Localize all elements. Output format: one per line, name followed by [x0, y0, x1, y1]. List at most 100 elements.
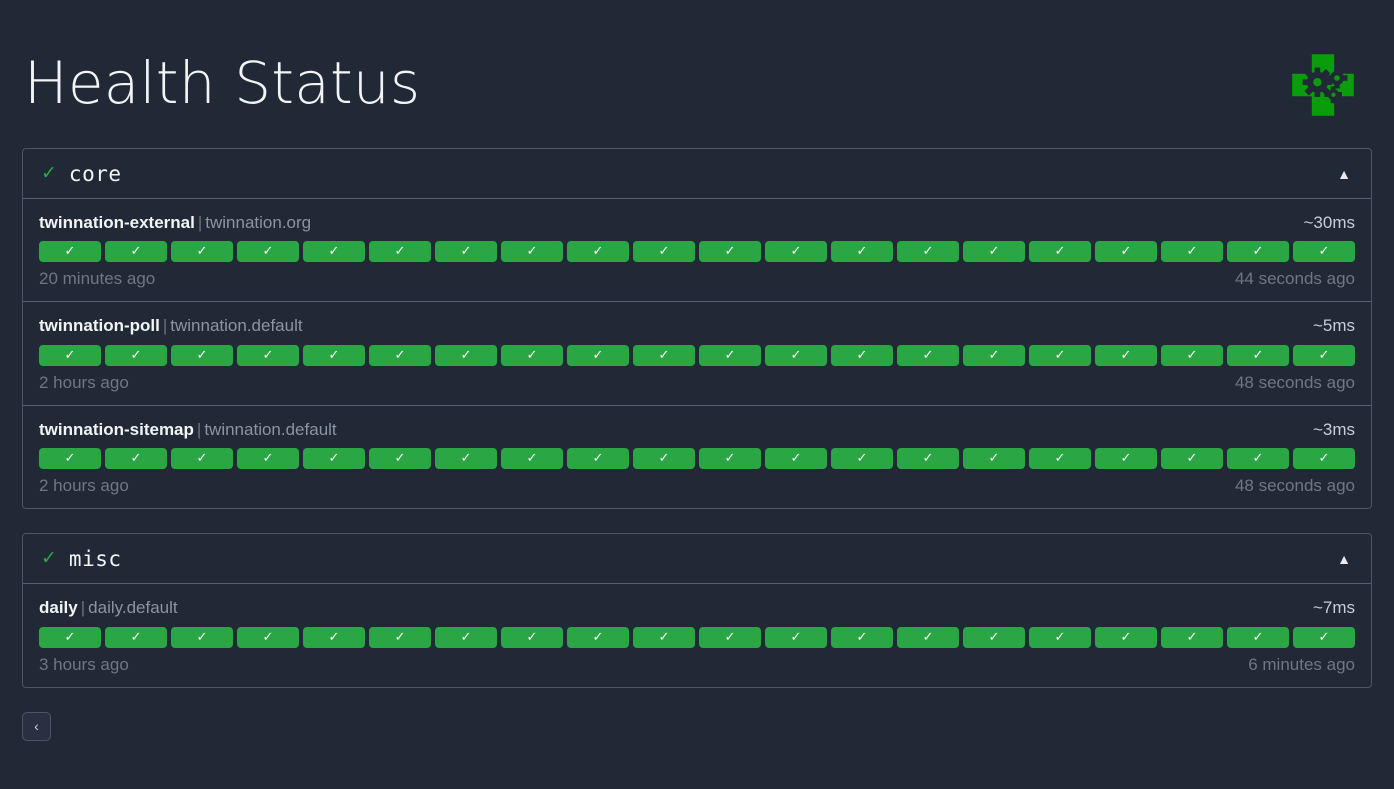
- status-bar[interactable]: ✓: [501, 448, 563, 470]
- status-bar[interactable]: ✓: [1293, 241, 1355, 263]
- status-bar[interactable]: ✓: [1293, 344, 1355, 366]
- status-bar[interactable]: ✓: [1161, 626, 1223, 648]
- group-status-check-icon: ✓: [41, 547, 57, 570]
- status-bar[interactable]: ✓: [501, 344, 563, 366]
- oldest-timestamp: 2 hours ago: [39, 476, 129, 496]
- newest-timestamp: 48 seconds ago: [1234, 476, 1355, 496]
- status-bar[interactable]: ✓: [1029, 626, 1091, 648]
- status-bar[interactable]: ✓: [171, 448, 233, 470]
- service-header: twinnation-external | twinnation.org ~30ms: [39, 213, 1355, 233]
- status-bar[interactable]: ✓: [435, 344, 497, 366]
- status-bar[interactable]: ✓: [567, 241, 629, 263]
- status-bar[interactable]: ✓: [765, 448, 827, 470]
- status-bar[interactable]: ✓: [699, 241, 761, 263]
- status-bar[interactable]: ✓: [1029, 241, 1091, 263]
- status-bar[interactable]: ✓: [303, 344, 365, 366]
- status-bar[interactable]: ✓: [765, 241, 827, 263]
- status-bar[interactable]: ✓: [237, 344, 299, 366]
- status-bar[interactable]: ✓: [897, 448, 959, 470]
- collapse-triangle-icon[interactable]: ▲: [1337, 165, 1351, 182]
- service-timestamps: 2 hours ago 48 seconds ago: [39, 476, 1355, 496]
- status-bar[interactable]: ✓: [435, 626, 497, 648]
- status-bar[interactable]: ✓: [39, 626, 101, 648]
- previous-page-button[interactable]: ‹: [22, 711, 51, 741]
- status-bar[interactable]: ✓: [963, 448, 1025, 470]
- status-bar[interactable]: ✓: [303, 448, 365, 470]
- service-group-name: twinnation.default: [170, 316, 303, 336]
- service-separator: |: [196, 419, 202, 439]
- status-bar[interactable]: ✓: [105, 344, 167, 366]
- status-bar[interactable]: ✓: [237, 626, 299, 648]
- status-bar[interactable]: ✓: [435, 241, 497, 263]
- status-bar[interactable]: ✓: [435, 448, 497, 470]
- status-bar[interactable]: ✓: [633, 344, 695, 366]
- status-bar[interactable]: ✓: [105, 626, 167, 648]
- status-bar[interactable]: ✓: [897, 626, 959, 648]
- status-bar[interactable]: ✓: [1029, 448, 1091, 470]
- status-bar[interactable]: ✓: [633, 448, 695, 470]
- status-bar-track: ✓ ✓ ✓ ✓ ✓ ✓ ✓ ✓ ✓ ✓ ✓ ✓ ✓ ✓ ✓ ✓ ✓ ✓ ✓ ✓: [39, 448, 1355, 470]
- status-bar[interactable]: ✓: [567, 448, 629, 470]
- newest-timestamp: 48 seconds ago: [1234, 372, 1355, 392]
- status-bar[interactable]: ✓: [105, 448, 167, 470]
- service-separator: |: [197, 213, 203, 232]
- status-bar[interactable]: ✓: [1293, 448, 1355, 470]
- status-bar[interactable]: ✓: [1293, 626, 1355, 648]
- collapse-triangle-icon[interactable]: ▲: [1337, 550, 1351, 567]
- status-bar[interactable]: ✓: [501, 626, 563, 648]
- service-latency: ~30ms: [1303, 213, 1356, 232]
- status-bar[interactable]: ✓: [963, 344, 1025, 366]
- status-bar[interactable]: ✓: [303, 241, 365, 263]
- status-bar[interactable]: ✓: [963, 241, 1025, 263]
- status-bar[interactable]: ✓: [1227, 241, 1289, 263]
- status-bar[interactable]: ✓: [699, 344, 761, 366]
- status-bar[interactable]: ✓: [1095, 626, 1157, 648]
- status-bar[interactable]: ✓: [237, 448, 299, 470]
- status-bar[interactable]: ✓: [39, 344, 101, 366]
- service-latency: ~7ms: [1312, 598, 1355, 618]
- group-card: ✓ core ▲ twinnation-external | twinnation.org…: [22, 148, 1372, 510]
- status-bar[interactable]: ✓: [1227, 626, 1289, 648]
- status-bar[interactable]: ✓: [369, 241, 431, 263]
- status-bar[interactable]: ✓: [699, 448, 761, 470]
- status-bar[interactable]: ✓: [1095, 241, 1157, 263]
- status-bar[interactable]: ✓: [39, 241, 101, 263]
- status-bar[interactable]: ✓: [831, 448, 893, 470]
- status-bar[interactable]: ✓: [303, 626, 365, 648]
- status-bar[interactable]: ✓: [369, 448, 431, 470]
- status-bar[interactable]: ✓: [501, 241, 563, 263]
- status-bar[interactable]: ✓: [369, 344, 431, 366]
- status-bar[interactable]: ✓: [963, 626, 1025, 648]
- status-bar[interactable]: ✓: [1227, 448, 1289, 470]
- status-bar[interactable]: ✓: [1161, 448, 1223, 470]
- status-bar-track: ✓ ✓ ✓ ✓ ✓ ✓ ✓ ✓ ✓ ✓ ✓ ✓ ✓ ✓ ✓ ✓ ✓ ✓ ✓ ✓: [39, 344, 1355, 366]
- status-bar[interactable]: ✓: [1161, 344, 1223, 366]
- status-bar[interactable]: ✓: [171, 241, 233, 263]
- group-header-core[interactable]: ✓ core ▲: [23, 149, 1371, 199]
- status-bar[interactable]: ✓: [831, 344, 893, 366]
- status-bar[interactable]: ✓: [39, 448, 101, 470]
- service-name: daily: [39, 598, 78, 618]
- status-bar[interactable]: ✓: [633, 626, 695, 648]
- status-bar[interactable]: ✓: [1161, 241, 1223, 263]
- status-bar[interactable]: ✓: [567, 344, 629, 366]
- status-bar[interactable]: ✓: [171, 626, 233, 648]
- status-bar[interactable]: ✓: [765, 344, 827, 366]
- status-bar[interactable]: ✓: [831, 241, 893, 263]
- status-bar[interactable]: ✓: [765, 626, 827, 648]
- status-bar[interactable]: ✓: [369, 626, 431, 648]
- status-bar[interactable]: ✓: [897, 344, 959, 366]
- status-bar[interactable]: ✓: [1095, 344, 1157, 366]
- status-bar[interactable]: ✓: [1095, 448, 1157, 470]
- status-bar[interactable]: ✓: [897, 241, 959, 263]
- status-bar[interactable]: ✓: [633, 241, 695, 263]
- status-bar[interactable]: ✓: [171, 344, 233, 366]
- status-bar[interactable]: ✓: [699, 626, 761, 648]
- status-bar[interactable]: ✓: [1029, 344, 1091, 366]
- group-header-misc[interactable]: ✓ misc ▲: [23, 534, 1371, 585]
- status-bar[interactable]: ✓: [237, 241, 299, 263]
- status-bar[interactable]: ✓: [831, 626, 893, 648]
- status-bar[interactable]: ✓: [105, 241, 167, 263]
- status-bar[interactable]: ✓: [567, 626, 629, 648]
- status-bar[interactable]: ✓: [1227, 344, 1289, 366]
